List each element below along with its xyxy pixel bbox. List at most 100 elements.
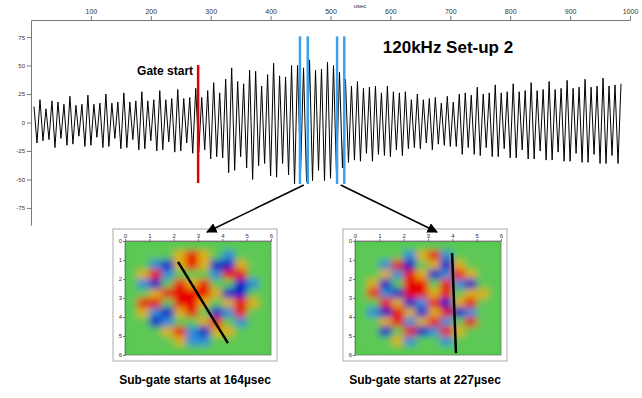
tick-label: 900	[565, 8, 577, 15]
heatmap-cell	[137, 308, 150, 318]
heatmap-cell	[149, 346, 162, 356]
heatmap-cell	[489, 327, 501, 337]
heatmap-cell	[210, 241, 223, 251]
heatmap-cell	[404, 251, 417, 261]
sub-gate-line	[299, 36, 302, 184]
heatmap-cell	[137, 317, 150, 327]
heatmap-cell	[198, 260, 211, 270]
orientation-line	[178, 262, 228, 343]
tick-mark	[27, 208, 31, 209]
heatmap-cell	[259, 241, 271, 251]
heatmap-cell	[259, 270, 271, 280]
heatmap-cell	[428, 251, 441, 261]
heatmap-cell	[428, 317, 441, 327]
heatmap-cell	[162, 289, 175, 299]
tick-label: 6	[270, 233, 274, 239]
tick-label: 1	[148, 233, 152, 239]
tick-label: 5	[475, 233, 479, 239]
heatmap-cell	[355, 308, 368, 318]
tick-mark	[570, 16, 571, 20]
tick: 200	[145, 8, 157, 20]
heatmap-cell	[489, 270, 501, 280]
heatmap-cell	[489, 260, 501, 270]
tick-mark	[630, 16, 631, 20]
heatmap-cell	[222, 298, 235, 308]
tick-mark	[27, 123, 31, 124]
axis: 0123456	[119, 238, 126, 358]
heatmap-cell	[235, 308, 248, 318]
heatmap-cell	[416, 327, 429, 337]
axis-line	[31, 21, 32, 226]
heatmap-cell	[489, 298, 501, 308]
heatmap-cell	[355, 327, 368, 337]
heatmap-cell	[355, 270, 368, 280]
heatmap-cell	[222, 317, 235, 327]
heatmap-cell	[367, 241, 380, 251]
tick: 0	[124, 233, 128, 241]
tick-label: 500	[325, 8, 337, 15]
heatmap-cell	[477, 298, 490, 308]
heatmap-cell	[186, 241, 199, 251]
heatmap-cell	[235, 327, 248, 337]
title: 120kHz Set-up 2	[383, 38, 513, 57]
heatmap-cell	[465, 270, 478, 280]
heatmap-cell	[149, 327, 162, 337]
heatmap-cell	[416, 260, 429, 270]
heatmap-cell	[379, 260, 392, 270]
heatmap-cell	[452, 251, 465, 261]
heatmap-cell	[210, 279, 223, 289]
heatmap-cell	[367, 251, 380, 261]
heatmap-cell	[489, 336, 501, 346]
heatmap-cell	[379, 317, 392, 327]
heatmap-cell	[174, 241, 187, 251]
heatmap-cell	[162, 298, 175, 308]
tick: -75	[16, 205, 31, 211]
tick-mark	[27, 179, 31, 180]
tick: 4	[119, 314, 125, 320]
heatmap-cell	[162, 317, 175, 327]
tick-label: 0	[119, 238, 123, 244]
heatmap-cell	[162, 260, 175, 270]
heatmap-cell	[416, 251, 429, 261]
heatmap-cell	[186, 317, 199, 327]
tick-label: 0	[22, 120, 26, 126]
heatmap-cell	[125, 327, 138, 337]
heatmap-cell	[222, 346, 235, 356]
heatmap-cell	[137, 279, 150, 289]
heatmap-cell	[247, 327, 260, 337]
heatmap-cell	[174, 251, 187, 261]
heatmap-cell	[465, 317, 478, 327]
plot-frame	[355, 241, 501, 355]
tick-label: 3	[197, 233, 201, 239]
heatmap-cell	[489, 251, 501, 261]
tick: 3	[119, 295, 125, 301]
heatmap-cell	[198, 346, 211, 356]
heatmap-cell	[379, 336, 392, 346]
heatmap-cell	[379, 327, 392, 337]
heatmap-cell	[355, 289, 368, 299]
tick: 2	[402, 233, 406, 241]
heatmap-cell	[198, 270, 211, 280]
heatmap-cell	[210, 270, 223, 280]
heatmap-cell	[392, 336, 405, 346]
heatmap-cell	[489, 289, 501, 299]
heatmap-cell	[392, 289, 405, 299]
heatmap-cell	[247, 298, 260, 308]
heatmap-cell	[259, 289, 271, 299]
heatmap-cell	[174, 327, 187, 337]
tick: 2	[119, 276, 125, 282]
tick-label: 4	[221, 233, 225, 239]
heatmap-cell	[416, 298, 429, 308]
heatmap-cell	[355, 298, 368, 308]
heatmap-cell	[440, 346, 453, 356]
heatmap-cell	[428, 241, 441, 251]
heatmap-cell	[416, 270, 429, 280]
heatmap-cell	[259, 279, 271, 289]
heatmap-cell	[247, 308, 260, 318]
heatmap-cell	[247, 260, 260, 270]
heatmap-cell	[367, 270, 380, 280]
heatmap-cell	[137, 241, 150, 251]
heatmap-cell	[428, 279, 441, 289]
heatmap-cell	[465, 298, 478, 308]
heatmap-cell	[440, 251, 453, 261]
